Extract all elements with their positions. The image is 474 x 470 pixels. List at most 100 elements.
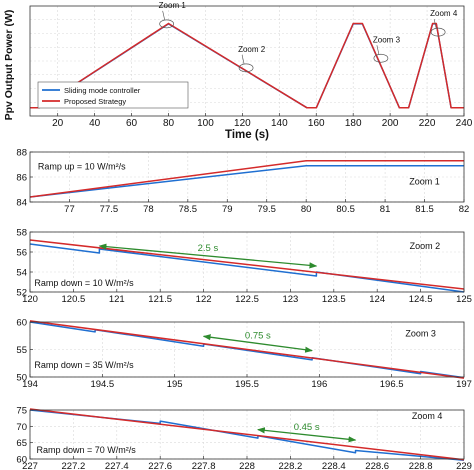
- x-tick-label: 77: [64, 204, 75, 215]
- x-tick-label: 227.2: [62, 461, 86, 470]
- x-tick-label: 77.5: [100, 204, 119, 215]
- x-tick-label: 120: [234, 118, 251, 129]
- zoom-callout-leader: [241, 54, 245, 64]
- x-tick-label: 78.5: [179, 204, 198, 215]
- x-tick-label: 125: [456, 294, 472, 305]
- x-tick-label: 81: [380, 204, 391, 215]
- zoom-panel-title: Zoom 2: [410, 241, 441, 251]
- y-tick-label: 58: [16, 228, 27, 239]
- zoom-panel-title: Zoom 4: [412, 411, 443, 421]
- y-tick-label: 70: [16, 422, 27, 433]
- zoom-callout-ellipse: [373, 53, 389, 63]
- x-tick-label: 123.5: [322, 294, 346, 305]
- x-tick-label: 120.5: [62, 294, 86, 305]
- y-tick-label: 52: [16, 288, 27, 299]
- y-tick-label: 60: [16, 455, 27, 466]
- chart-panel-zoom2: 120 120.5 121 121.5 122 122.5 123 123.5 124 124.5…: [16, 228, 472, 306]
- plot-frame: [29, 5, 465, 117]
- x-tick-label: 220: [419, 118, 436, 129]
- x-tick-label: 195: [167, 379, 183, 390]
- x-tick-label: 80: [301, 204, 312, 215]
- y-tick-label: 84: [16, 198, 27, 209]
- x-tick-label: 123: [282, 294, 298, 305]
- x-tick-label: 120: [22, 294, 38, 305]
- y-tick-label: 86: [16, 173, 27, 184]
- x-tick-label: 79: [222, 204, 233, 215]
- chart-panel-zoom4: 227 227.2 227.4 227.6 227.8 228 228.2 228.4 228.…: [16, 406, 472, 470]
- x-tick-label: 227.8: [192, 461, 216, 470]
- zoom-callout-leader: [162, 10, 165, 20]
- x-tick-label: 194.5: [90, 379, 114, 390]
- y-axis-label: Ppv Output Power (W): [3, 10, 15, 121]
- x-tick-label: 228: [239, 461, 255, 470]
- x-tick-label: 100: [197, 118, 214, 129]
- chart-panel-zoom1: 77 77.5 78 78.5 79 79.5 80 80.5 81 81.5 82 84 86 88 Ra…: [16, 148, 469, 216]
- x-tick-label: 194: [22, 379, 38, 390]
- ramp-rate-label: Ramp down = 35 W/m²/s: [34, 360, 134, 370]
- zoom-callout-leader: [376, 45, 380, 55]
- x-tick-label: 121.5: [148, 294, 172, 305]
- x-tick-label: 81.5: [415, 204, 434, 215]
- chart-panel-zoom3: 194 194.5 195 195.5 196 196.5 197 50 55 60 0.75 s R…: [16, 318, 472, 391]
- x-tick-label: 228.6: [365, 461, 389, 470]
- x-tick-label: 78: [143, 204, 154, 215]
- y-tick-label: 65: [16, 438, 27, 449]
- zoom-callout-label: Zoom 1: [159, 1, 187, 10]
- x-tick-label: 82: [459, 204, 470, 215]
- x-tick-label: 227.4: [105, 461, 129, 470]
- x-tick-label: 80: [163, 118, 175, 129]
- x-tick-label: 180: [345, 118, 362, 129]
- series-line-proposed: [29, 408, 465, 461]
- x-tick-label: 197: [456, 379, 472, 390]
- y-tick-label: 55: [16, 345, 27, 356]
- y-tick-label: 54: [16, 268, 27, 279]
- x-tick-label: 121: [109, 294, 125, 305]
- y-tick-label: 50: [16, 373, 27, 384]
- zoom-callout-ellipse: [238, 63, 254, 73]
- ramp-rate-label: Ramp down = 70 W/m²/s: [37, 445, 137, 455]
- zoom-callout-label: Zoom 3: [373, 35, 401, 44]
- x-tick-label: 122: [196, 294, 212, 305]
- interval-label: 0.75 s: [245, 330, 271, 341]
- interval-arrow: [98, 243, 318, 269]
- zoom-callout-leader: [433, 19, 437, 29]
- x-tick-label: 160: [308, 118, 325, 129]
- y-tick-label: 88: [16, 148, 27, 159]
- x-tick-label: 20: [52, 118, 64, 129]
- x-tick-label: 80.5: [336, 204, 355, 215]
- x-tick-label: 124: [369, 294, 385, 305]
- series-line-proposed: [29, 160, 464, 198]
- x-tick-label: 228.8: [409, 461, 433, 470]
- x-tick-label: 227.6: [148, 461, 172, 470]
- y-tick-label: 56: [16, 248, 27, 259]
- ramp-rate-label: Ramp up = 10 W/m²/s: [38, 162, 126, 172]
- y-tick-label: 60: [16, 318, 27, 329]
- zoom-callout-ellipse: [159, 19, 175, 29]
- legend-box: [37, 81, 189, 109]
- x-tick-label: 240: [456, 118, 473, 129]
- x-tick-label: 228.4: [322, 461, 346, 470]
- x-tick-label: 200: [382, 118, 399, 129]
- series-line-sliding-mode: [29, 164, 464, 198]
- zoom-panel-title: Zoom 1: [409, 177, 440, 187]
- x-axis-label: Time (s): [225, 129, 269, 141]
- x-tick-label: 227: [22, 461, 38, 470]
- ramp-rate-label: Ramp down = 10 W/m²/s: [34, 278, 134, 288]
- zoom-callout-ellipse: [430, 27, 446, 37]
- interval-label: 0.45 s: [294, 422, 320, 433]
- x-tick-label: 122.5: [235, 294, 259, 305]
- interval-arrow: [257, 427, 357, 443]
- x-tick-label: 196: [311, 379, 327, 390]
- zoom-panel-title: Zoom 3: [405, 328, 436, 338]
- x-tick-label: 196.5: [380, 379, 404, 390]
- chart-panel-main: 20 40 60 80 100 120 140 160 180 200 220 240 Time (s)…: [3, 1, 473, 141]
- x-tick-label: 79.5: [257, 204, 276, 215]
- y-tick-label: 75: [16, 406, 27, 417]
- x-tick-label: 40: [89, 118, 101, 129]
- x-tick-label: 124.5: [409, 294, 433, 305]
- zoom-callout-label: Zoom 2: [238, 45, 266, 54]
- x-tick-label: 60: [126, 118, 138, 129]
- interval-arrow: [202, 334, 313, 353]
- x-tick-label: 229: [456, 461, 472, 470]
